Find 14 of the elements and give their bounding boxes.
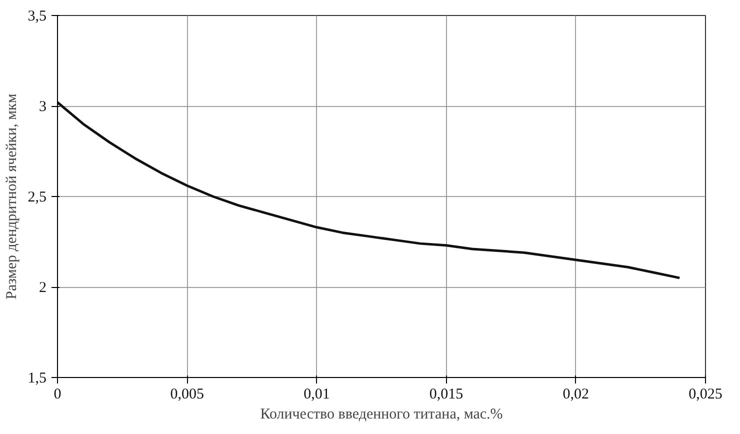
x-tick-label: 0,02 — [562, 386, 590, 402]
line-series — [58, 101, 681, 280]
x-tick-label: 0,015 — [429, 386, 464, 402]
y-tick-label: 3 — [39, 99, 46, 115]
x-axis-title: Количество введенного титана, мас.% — [260, 406, 503, 422]
y-tick-label: 3,5 — [28, 8, 46, 24]
x-tick-label: 0,01 — [304, 386, 330, 402]
x-tick-label: 0,025 — [688, 386, 722, 402]
x-tick-label: 0,005 — [170, 386, 204, 402]
x-tick-label: 0 — [54, 386, 62, 402]
y-tick-label: 1,5 — [28, 370, 46, 386]
y-axis-title: Размер дендритной ячейки, мкм — [4, 93, 20, 300]
y-tick-label: 2 — [39, 280, 46, 296]
y-tick-label: 2,5 — [28, 190, 46, 206]
